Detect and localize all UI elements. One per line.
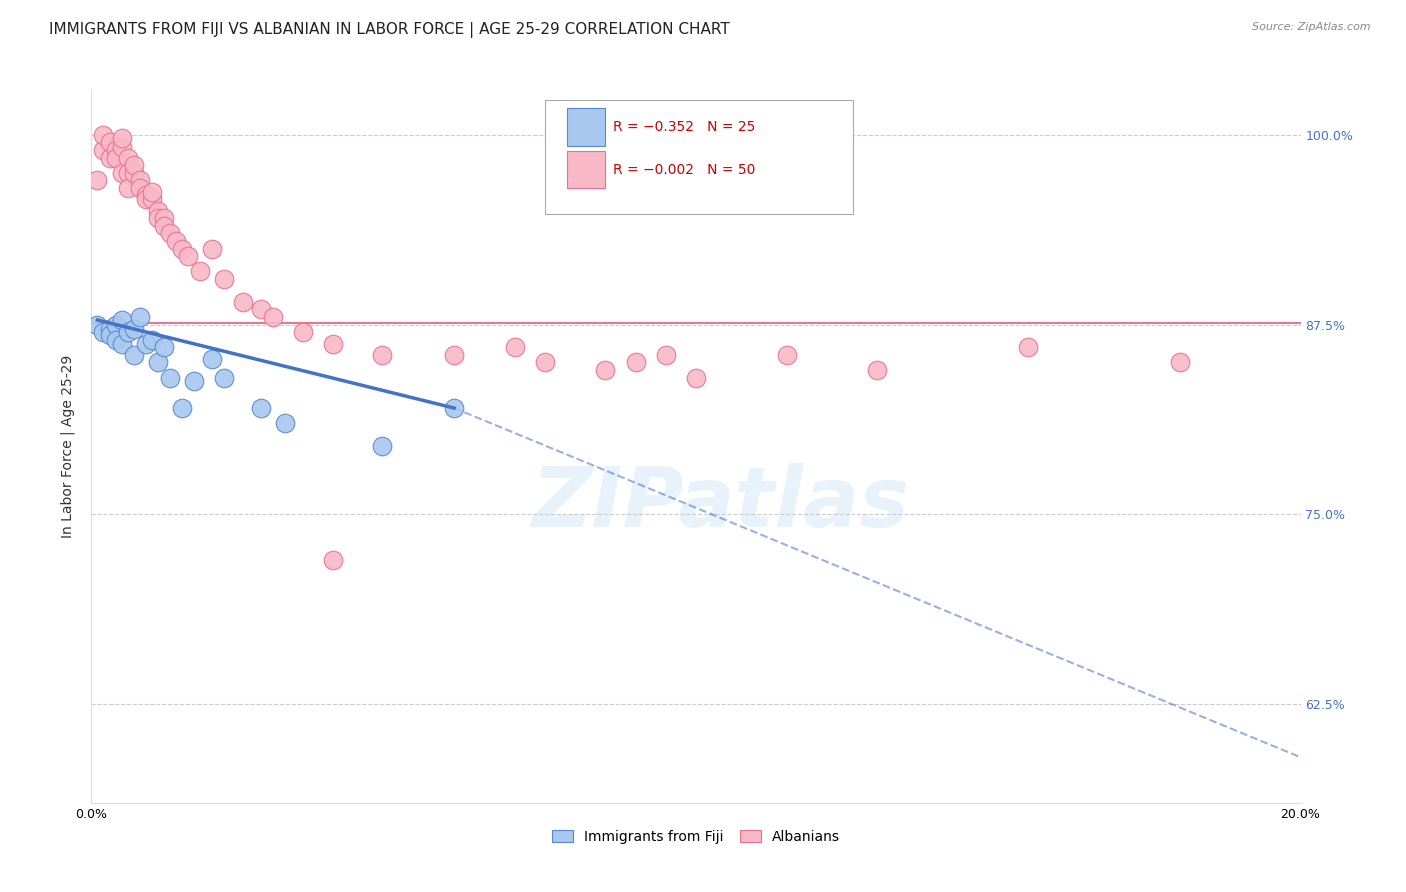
- Point: [141, 192, 163, 206]
- Point: [533, 355, 555, 369]
- Point: [111, 313, 132, 327]
- Point: [322, 553, 344, 567]
- Point: [111, 140, 132, 154]
- Point: [141, 186, 163, 200]
- Point: [122, 166, 145, 180]
- Point: [104, 151, 127, 165]
- Point: [685, 370, 707, 384]
- Point: [98, 151, 121, 165]
- Point: [177, 249, 200, 263]
- Point: [93, 143, 115, 157]
- Point: [624, 355, 647, 369]
- Text: R = −0.002   N = 50: R = −0.002 N = 50: [613, 163, 755, 177]
- Point: [292, 325, 315, 339]
- Point: [201, 352, 224, 367]
- Y-axis label: In Labor Force | Age 25-29: In Labor Force | Age 25-29: [60, 354, 76, 538]
- Point: [866, 363, 889, 377]
- Point: [153, 340, 176, 354]
- Point: [201, 242, 224, 256]
- Point: [249, 302, 271, 317]
- Point: [86, 173, 108, 187]
- Point: [135, 337, 157, 351]
- Point: [370, 348, 392, 362]
- Point: [370, 439, 392, 453]
- Point: [122, 158, 145, 172]
- Text: ZIPatlas: ZIPatlas: [531, 463, 910, 543]
- Point: [117, 151, 139, 165]
- Point: [146, 211, 169, 226]
- Point: [654, 348, 676, 362]
- Text: IMMIGRANTS FROM FIJI VS ALBANIAN IN LABOR FORCE | AGE 25-29 CORRELATION CHART: IMMIGRANTS FROM FIJI VS ALBANIAN IN LABO…: [49, 22, 730, 38]
- Point: [249, 401, 271, 415]
- FancyBboxPatch shape: [567, 152, 606, 188]
- Point: [1018, 340, 1040, 354]
- Point: [93, 325, 115, 339]
- Point: [104, 143, 127, 157]
- Point: [214, 370, 236, 384]
- Text: R = −0.352   N = 25: R = −0.352 N = 25: [613, 120, 755, 134]
- Point: [172, 401, 194, 415]
- Point: [135, 188, 157, 202]
- Point: [104, 318, 127, 332]
- Point: [159, 227, 181, 241]
- Point: [146, 355, 169, 369]
- Point: [165, 234, 187, 248]
- Point: [231, 294, 253, 309]
- Point: [93, 128, 115, 142]
- Point: [262, 310, 284, 324]
- Point: [214, 272, 236, 286]
- FancyBboxPatch shape: [567, 109, 606, 145]
- Point: [98, 328, 121, 343]
- Point: [117, 166, 139, 180]
- Point: [128, 173, 150, 187]
- Point: [503, 340, 526, 354]
- Point: [159, 370, 181, 384]
- Point: [98, 322, 121, 336]
- Legend: Immigrants from Fiji, Albanians: Immigrants from Fiji, Albanians: [547, 824, 845, 849]
- Point: [141, 333, 163, 347]
- Point: [183, 374, 205, 388]
- Point: [443, 401, 465, 415]
- Point: [146, 203, 169, 218]
- FancyBboxPatch shape: [544, 100, 853, 214]
- Point: [122, 348, 145, 362]
- Point: [122, 322, 145, 336]
- Point: [117, 325, 139, 339]
- Point: [111, 337, 132, 351]
- Point: [128, 181, 150, 195]
- Point: [111, 166, 132, 180]
- Point: [188, 264, 211, 278]
- Text: Source: ZipAtlas.com: Source: ZipAtlas.com: [1253, 22, 1371, 32]
- Point: [104, 333, 127, 347]
- Point: [153, 219, 176, 233]
- Point: [595, 363, 617, 377]
- Point: [322, 337, 344, 351]
- Point: [98, 136, 121, 150]
- Point: [172, 242, 194, 256]
- Point: [153, 211, 176, 226]
- Point: [111, 130, 132, 145]
- Point: [128, 310, 150, 324]
- Point: [1168, 355, 1191, 369]
- Point: [443, 348, 465, 362]
- Point: [776, 348, 799, 362]
- Point: [117, 181, 139, 195]
- Point: [274, 416, 297, 430]
- Point: [86, 318, 108, 332]
- Point: [135, 192, 157, 206]
